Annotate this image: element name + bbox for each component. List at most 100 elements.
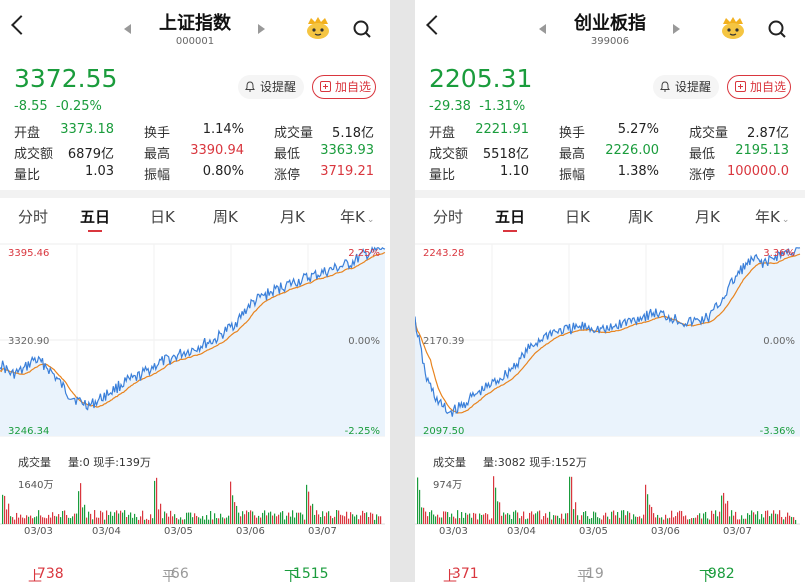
volume-bar — [705, 511, 707, 524]
set-reminder-button[interactable]: 设提醒 — [238, 75, 304, 99]
volume-bar — [172, 516, 174, 524]
tab-2[interactable]: 日K — [150, 208, 175, 226]
date-label: 03/04 — [92, 526, 121, 537]
search-icon[interactable] — [353, 20, 371, 38]
volume-bar — [649, 504, 651, 524]
divider — [415, 190, 805, 198]
tab-3[interactable]: 周K — [213, 208, 238, 226]
volume-bar — [156, 477, 158, 524]
add-watchlist-button[interactable]: 加自选 — [727, 75, 791, 99]
volume-bar — [539, 510, 541, 524]
volume-max-label: 974万 — [433, 480, 462, 491]
volume-bar — [150, 514, 152, 524]
stat-label: 量比 — [429, 168, 456, 183]
volume-bar — [220, 513, 222, 524]
tab-3[interactable]: 周K — [628, 208, 653, 226]
volume-bar — [222, 517, 224, 524]
volume-bar — [122, 512, 124, 524]
volume-bar — [543, 516, 545, 524]
volume-bar — [2, 494, 4, 524]
volume-bar — [429, 512, 431, 524]
volume-bar — [376, 514, 378, 524]
stat-label: 开盘 — [14, 126, 41, 141]
next-index-icon[interactable] — [673, 24, 680, 34]
volume-bar — [475, 513, 477, 524]
date-label: 03/06 — [236, 526, 265, 537]
volume-bar — [751, 510, 753, 524]
volume-bar — [625, 515, 627, 524]
volume-bar — [691, 518, 693, 524]
volume-bar — [699, 513, 701, 524]
volume-bar — [445, 511, 447, 524]
volume-bar — [204, 519, 206, 524]
price-area — [0, 247, 385, 436]
index-change: -8.55 -0.25% — [14, 99, 102, 114]
volume-bar — [421, 507, 423, 524]
date-label: 03/05 — [579, 526, 608, 537]
stat-value: 2.87亿 — [747, 126, 789, 141]
volume-bar — [20, 514, 22, 524]
volume-bar — [164, 511, 166, 524]
volume-bar — [477, 519, 479, 524]
volume-bar — [26, 515, 28, 524]
tab-0[interactable]: 分时 — [18, 208, 49, 226]
five-day-chart[interactable]: 3395.46 3320.90 3246.34 2.25% 0.00% -2.25% — [0, 236, 390, 448]
volume-bar — [270, 511, 272, 524]
volume-bar — [601, 519, 603, 524]
tab-0[interactable]: 分时 — [433, 208, 464, 226]
index-code: 399006 — [590, 36, 630, 47]
tab-1[interactable]: 五日 — [495, 208, 526, 226]
volume-bar — [162, 518, 164, 524]
volume-bar — [206, 515, 208, 524]
volume-bar — [104, 519, 106, 524]
volume-bar — [457, 510, 459, 524]
volume-bar — [607, 516, 609, 524]
back-icon[interactable] — [426, 15, 446, 35]
tab-4[interactable]: 月K — [695, 208, 720, 226]
volume-bar — [473, 512, 475, 524]
volume-bar — [461, 512, 463, 524]
mascot-icon[interactable] — [305, 16, 331, 40]
volume-bar — [687, 519, 689, 524]
volume-bar — [497, 501, 499, 524]
volume-bar — [92, 519, 94, 524]
volume-bar — [789, 515, 791, 524]
date-label: 03/04 — [507, 526, 536, 537]
volume-bar — [80, 483, 82, 524]
tab-1[interactable]: 五日 — [80, 208, 111, 226]
volume-bar — [112, 515, 114, 524]
volume-max-label: 1640万 — [18, 480, 53, 491]
volume-bar — [234, 502, 236, 524]
search-icon[interactable] — [768, 20, 786, 38]
volume-bar — [643, 514, 645, 524]
volume-bar — [318, 514, 320, 524]
volume-bar — [102, 512, 104, 524]
stat-value: 3373.18 — [60, 122, 114, 137]
volume-bar — [98, 517, 100, 524]
chevron-down-icon: ⌄ — [366, 215, 375, 225]
tab-5[interactable]: 年K ⌄ — [755, 208, 790, 226]
five-day-chart[interactable]: 2243.28 2170.39 2097.50 3.36% 0.00% -3.36% — [415, 236, 805, 448]
add-watchlist-button[interactable]: 加自选 — [312, 75, 376, 99]
volume-bar — [639, 516, 641, 524]
volume-bar — [14, 519, 16, 524]
volume-bar — [435, 516, 437, 524]
volume-bar — [731, 510, 733, 524]
tab-5[interactable]: 年K ⌄ — [340, 208, 375, 226]
prev-index-icon[interactable] — [539, 24, 546, 34]
prev-index-icon[interactable] — [124, 24, 131, 34]
back-icon[interactable] — [11, 15, 31, 35]
volume-bar — [114, 512, 116, 524]
volume-bar — [322, 511, 324, 524]
volume-bar — [605, 512, 607, 524]
mascot-icon[interactable] — [720, 16, 746, 40]
set-reminder-button[interactable]: 设提醒 — [653, 75, 719, 99]
tab-4[interactable]: 月K — [280, 208, 305, 226]
volume-bar — [763, 517, 765, 524]
stats-grid: 开盘 2221.91 换手 5.27% 成交量 2.87亿 成交额 5518亿 最高 2226.0… — [429, 122, 795, 185]
volume-bar — [525, 519, 527, 524]
volume-bar — [723, 492, 725, 524]
tab-2[interactable]: 日K — [565, 208, 590, 226]
next-index-icon[interactable] — [258, 24, 265, 34]
stat-label: 换手 — [144, 126, 171, 141]
